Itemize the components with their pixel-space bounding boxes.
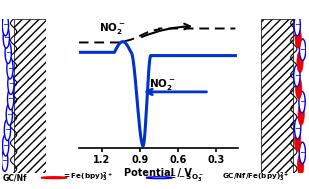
Circle shape bbox=[2, 14, 9, 36]
Circle shape bbox=[5, 42, 11, 64]
Text: −: − bbox=[299, 148, 306, 157]
Circle shape bbox=[294, 118, 301, 139]
Circle shape bbox=[299, 39, 306, 60]
Text: GC/Nf: GC/Nf bbox=[3, 173, 28, 182]
Bar bbox=[14, 19, 46, 173]
Circle shape bbox=[294, 14, 300, 36]
Circle shape bbox=[6, 104, 12, 125]
Text: $\mathbf{NO_2^-}$: $\mathbf{NO_2^-}$ bbox=[99, 22, 126, 36]
Text: −: − bbox=[2, 141, 9, 150]
Bar bbox=[261, 19, 293, 173]
Text: −: − bbox=[299, 98, 305, 107]
Text: −: − bbox=[4, 125, 11, 134]
Circle shape bbox=[4, 119, 11, 141]
Text: −: − bbox=[299, 45, 306, 54]
Text: −: − bbox=[294, 71, 300, 80]
Text: −: − bbox=[6, 110, 13, 119]
Circle shape bbox=[2, 134, 9, 156]
Circle shape bbox=[294, 65, 300, 87]
Circle shape bbox=[295, 27, 301, 48]
Text: $\mathbf{= -SO_3^-}$: $\mathbf{= -SO_3^-}$ bbox=[168, 172, 204, 183]
Circle shape bbox=[7, 57, 13, 79]
Text: −: − bbox=[7, 64, 13, 73]
Circle shape bbox=[8, 73, 14, 94]
Circle shape bbox=[298, 104, 304, 125]
Text: $\mathbf{NO_2^-}$: $\mathbf{NO_2^-}$ bbox=[149, 77, 175, 92]
Text: $\mathbf{= Fe(bpy)_3^{2+}}$: $\mathbf{= Fe(bpy)_3^{2+}}$ bbox=[62, 171, 112, 184]
Text: −: − bbox=[157, 175, 162, 180]
Text: −: − bbox=[3, 33, 10, 42]
Circle shape bbox=[294, 130, 301, 151]
Circle shape bbox=[146, 177, 172, 179]
Text: −: − bbox=[294, 21, 300, 29]
Circle shape bbox=[299, 142, 306, 164]
Circle shape bbox=[298, 154, 304, 176]
Circle shape bbox=[297, 51, 303, 73]
Text: $\mathbf{GC/Nf/Fe(bpy)_3^{2+}}$: $\mathbf{GC/Nf/Fe(bpy)_3^{2+}}$ bbox=[222, 171, 290, 184]
Text: −: − bbox=[7, 94, 14, 104]
Circle shape bbox=[3, 27, 10, 48]
Circle shape bbox=[295, 77, 302, 99]
Text: −: − bbox=[2, 21, 9, 29]
Text: −: − bbox=[294, 124, 301, 133]
X-axis label: Potential / V: Potential / V bbox=[125, 168, 192, 178]
Circle shape bbox=[7, 88, 14, 110]
Text: −: − bbox=[8, 79, 14, 88]
Circle shape bbox=[41, 177, 67, 179]
Text: −: − bbox=[2, 156, 8, 165]
Circle shape bbox=[2, 150, 8, 171]
Text: −: − bbox=[5, 48, 11, 57]
Circle shape bbox=[299, 91, 305, 113]
